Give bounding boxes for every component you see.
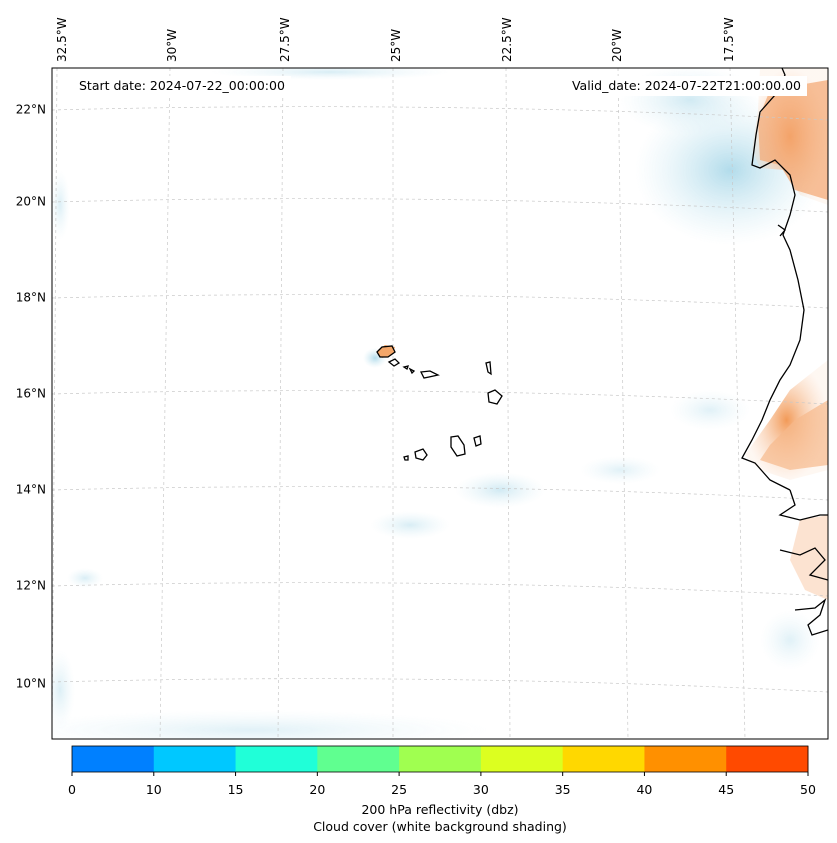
- lat-label: 22°N: [16, 103, 46, 117]
- lon-label: 17.5°W: [722, 17, 736, 62]
- cape-verde-islands: [376, 345, 503, 461]
- land-reflectivity-shading: [378, 68, 828, 600]
- island-santa-luzia: [402, 365, 409, 371]
- map-plot-area: [52, 68, 828, 739]
- colorbar-tick-label: 50: [800, 782, 816, 797]
- colorbar-tick-label: 35: [554, 782, 571, 797]
- colorbar-frame: [71, 745, 809, 773]
- colorbar-tick-label: 25: [391, 782, 408, 797]
- lat-label: 12°N: [16, 579, 46, 593]
- lon-label: 30°W: [165, 29, 179, 62]
- colorbar-swatch: [72, 746, 155, 772]
- map-frame: [51, 67, 829, 740]
- lon-label: 22.5°W: [500, 17, 514, 62]
- lat-label: 20°N: [16, 195, 46, 209]
- colorbar-tick-label: 40: [636, 782, 653, 797]
- lat-label: 10°N: [16, 677, 46, 691]
- colorbar-swatch: [562, 746, 645, 772]
- colorbar-tick-label: 15: [227, 782, 244, 797]
- island-brava: [403, 455, 409, 461]
- lon-label: 27.5°W: [278, 17, 292, 62]
- island-sao-nicolau: [420, 370, 440, 379]
- colorbar: [71, 745, 809, 776]
- colorbar-subtitle: Cloud cover (white background shading): [313, 819, 567, 834]
- island-fogo: [414, 448, 428, 461]
- island-maio: [473, 435, 482, 447]
- colorbar-tick-label: 30: [472, 782, 489, 797]
- island-santo-antao: [376, 345, 396, 358]
- lat-label: 16°N: [16, 387, 46, 401]
- colorbar-tick-label: 0: [68, 782, 76, 797]
- island-santiago: [450, 435, 466, 457]
- lon-label: 32.5°W: [55, 17, 69, 62]
- island-sao-vicente: [387, 358, 401, 367]
- colorbar-swatch: [317, 746, 400, 772]
- lat-label: 18°N: [16, 291, 46, 305]
- colorbar-swatch: [235, 746, 318, 772]
- colorbar-swatch: [726, 746, 809, 772]
- colorbar-swatch: [153, 746, 237, 772]
- colorbar-title: 200 hPa reflectivity (dbz): [361, 802, 519, 817]
- valid-date-label: Valid_date: 2024-07-22T21:00:00.00: [565, 76, 807, 96]
- colorbar-tick-label: 20: [309, 782, 326, 797]
- lon-label: 25°W: [389, 29, 403, 62]
- colorbar-tick-label: 45: [718, 782, 735, 797]
- colorbar-swatch: [644, 746, 727, 772]
- colorbar-swatch: [480, 746, 564, 772]
- longitude-labels: 32.5°W 30°W 27.5°W 25°W 22.5°W 20°W 17.5…: [55, 17, 736, 62]
- lat-label: 14°N: [16, 483, 46, 497]
- graticule: [52, 68, 828, 739]
- start-date-label: Start date: 2024-07-22_00:00:00: [73, 76, 291, 96]
- coastline: [741, 68, 828, 636]
- island-islet: [408, 367, 416, 375]
- colorbar-swatch: [399, 746, 482, 772]
- colorbar-tick-label: 10: [145, 782, 162, 797]
- lon-label: 20°W: [610, 29, 624, 62]
- latitude-labels: 22°N 20°N 18°N 16°N 14°N 12°N 10°N: [16, 103, 46, 691]
- island-boa-vista: [487, 389, 503, 405]
- island-sal: [485, 361, 492, 376]
